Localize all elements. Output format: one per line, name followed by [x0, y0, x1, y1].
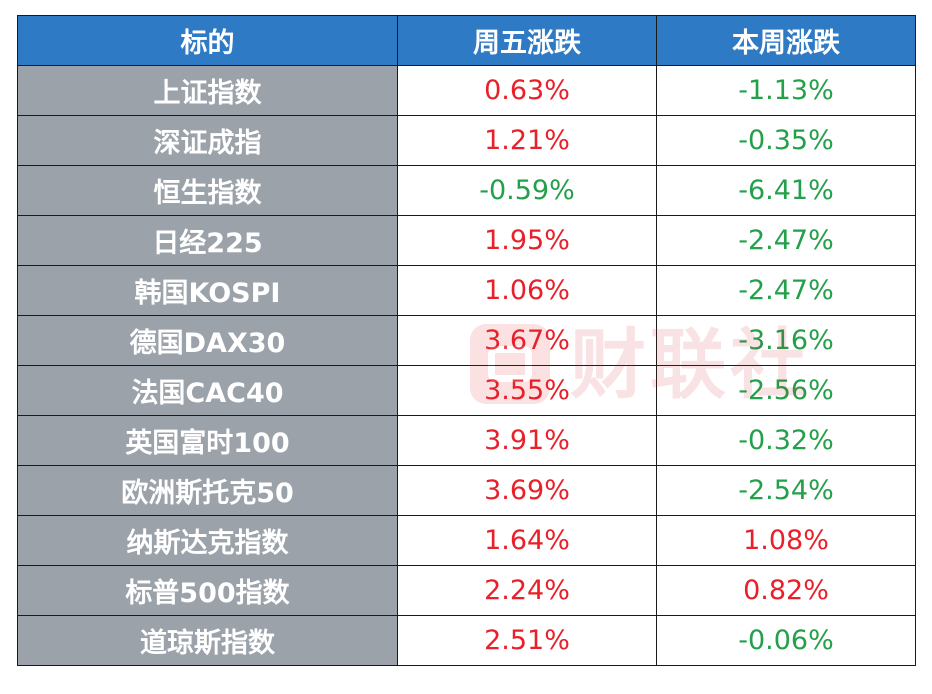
- weekly-change-cell: 0.82%: [656, 565, 916, 616]
- index-name-cell: 标普500指数: [17, 565, 398, 616]
- weekly-change-cell: -0.35%: [656, 115, 916, 166]
- friday-change-cell: 1.64%: [397, 515, 657, 566]
- market-table-container: 标的 周五涨跌 本周涨跌 上证指数 0.63% -1.13% 深证成指 1.21% -0.…: [17, 15, 916, 666]
- table-row: 深证成指 1.21% -0.35%: [17, 115, 916, 166]
- table-row: 纳斯达克指数 1.64% 1.08%: [17, 515, 916, 566]
- index-name-cell: 道琼斯指数: [17, 615, 398, 666]
- friday-change-cell: 1.95%: [397, 215, 657, 266]
- index-name-cell: 恒生指数: [17, 165, 398, 216]
- friday-change-cell: 3.91%: [397, 415, 657, 466]
- friday-change-cell: -0.59%: [397, 165, 657, 216]
- index-name-cell: 德国DAX30: [17, 315, 398, 366]
- friday-change-cell: 3.67%: [397, 315, 657, 366]
- friday-change-cell: 2.24%: [397, 565, 657, 616]
- table-row: 标普500指数 2.24% 0.82%: [17, 565, 916, 616]
- index-name-cell: 英国富时100: [17, 415, 398, 466]
- table-row: 法国CAC40 3.55% -2.56%: [17, 365, 916, 416]
- index-name-cell: 上证指数: [17, 65, 398, 116]
- friday-change-cell: 0.63%: [397, 65, 657, 116]
- table-row: 上证指数 0.63% -1.13%: [17, 65, 916, 116]
- friday-change-cell: 1.06%: [397, 265, 657, 316]
- table-row: 恒生指数 -0.59% -6.41%: [17, 165, 916, 216]
- table-row: 欧洲斯托克50 3.69% -2.54%: [17, 465, 916, 516]
- weekly-change-cell: -2.56%: [656, 365, 916, 416]
- weekly-change-cell: -6.41%: [656, 165, 916, 216]
- index-name-cell: 欧洲斯托克50: [17, 465, 398, 516]
- header-weekly-change: 本周涨跌: [656, 15, 916, 66]
- weekly-change-cell: -1.13%: [656, 65, 916, 116]
- index-name-cell: 韩国KOSPI: [17, 265, 398, 316]
- index-name-cell: 深证成指: [17, 115, 398, 166]
- friday-change-cell: 2.51%: [397, 615, 657, 666]
- weekly-change-cell: 1.08%: [656, 515, 916, 566]
- table-row: 英国富时100 3.91% -0.32%: [17, 415, 916, 466]
- table-row: 德国DAX30 3.67% -3.16%: [17, 315, 916, 366]
- weekly-change-cell: -2.47%: [656, 215, 916, 266]
- weekly-change-cell: -0.06%: [656, 615, 916, 666]
- index-name-cell: 纳斯达克指数: [17, 515, 398, 566]
- weekly-change-cell: -0.32%: [656, 415, 916, 466]
- weekly-change-cell: -2.47%: [656, 265, 916, 316]
- table-header-row: 标的 周五涨跌 本周涨跌: [17, 15, 916, 66]
- table-row: 道琼斯指数 2.51% -0.06%: [17, 615, 916, 666]
- index-name-cell: 法国CAC40: [17, 365, 398, 416]
- header-index-name: 标的: [17, 15, 398, 66]
- table-row: 韩国KOSPI 1.06% -2.47%: [17, 265, 916, 316]
- header-friday-change: 周五涨跌: [397, 15, 657, 66]
- friday-change-cell: 3.69%: [397, 465, 657, 516]
- weekly-change-cell: -2.54%: [656, 465, 916, 516]
- friday-change-cell: 1.21%: [397, 115, 657, 166]
- friday-change-cell: 3.55%: [397, 365, 657, 416]
- table-body: 上证指数 0.63% -1.13% 深证成指 1.21% -0.35% 恒生指数 -0.59%…: [17, 65, 916, 666]
- market-performance-table: 标的 周五涨跌 本周涨跌 上证指数 0.63% -1.13% 深证成指 1.21% -0.…: [17, 15, 916, 666]
- table-row: 日经225 1.95% -2.47%: [17, 215, 916, 266]
- index-name-cell: 日经225: [17, 215, 398, 266]
- weekly-change-cell: -3.16%: [656, 315, 916, 366]
